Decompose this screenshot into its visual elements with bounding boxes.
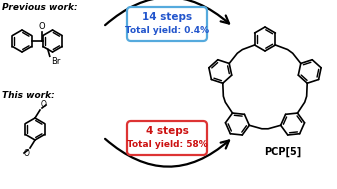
Text: PCP[5]: PCP[5]	[264, 147, 302, 157]
Text: O: O	[38, 22, 45, 31]
Text: 14 steps: 14 steps	[142, 12, 192, 22]
Text: This work:: This work:	[2, 91, 55, 100]
Text: O: O	[40, 100, 47, 109]
FancyBboxPatch shape	[127, 7, 207, 41]
Text: O: O	[24, 149, 30, 158]
Text: Total yield: 58%: Total yield: 58%	[127, 140, 207, 149]
Text: Br: Br	[51, 57, 60, 66]
Text: 4 steps: 4 steps	[146, 126, 188, 136]
Text: Total yield: 0.4%: Total yield: 0.4%	[125, 26, 209, 35]
FancyBboxPatch shape	[127, 121, 207, 155]
Text: Previous work:: Previous work:	[2, 3, 78, 12]
